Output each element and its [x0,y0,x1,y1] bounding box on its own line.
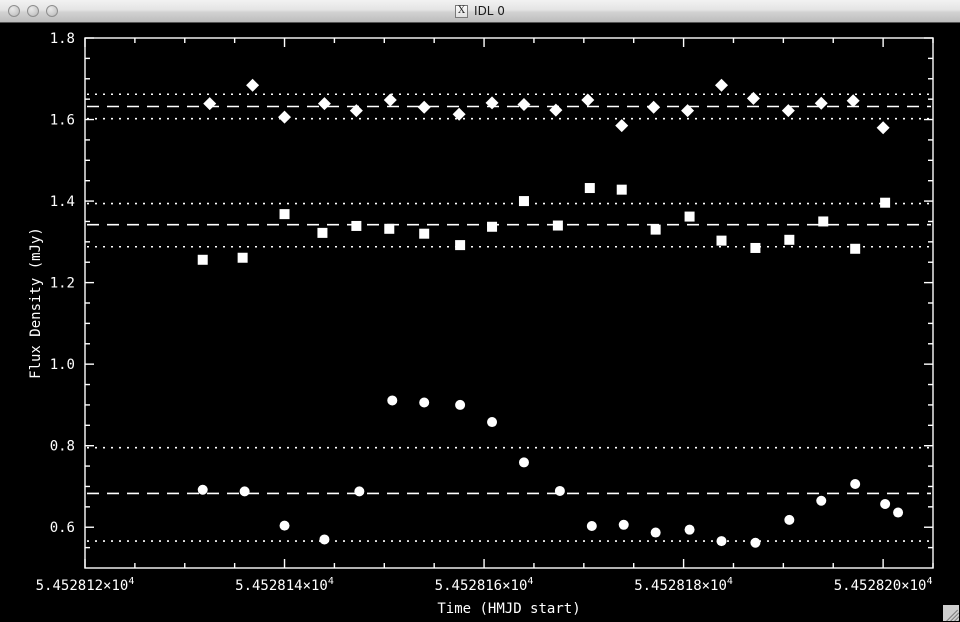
data-point-band-low [816,495,827,506]
window-title: IDL 0 [474,4,505,18]
data-point-band-mid [237,252,248,263]
window-titlebar[interactable]: X IDL 0 [0,0,960,23]
data-point-band-mid [279,209,290,220]
x-tick-label: 5.452818×104 [634,576,733,594]
data-point-band-low [893,507,904,518]
data-point-band-low [279,520,290,531]
data-point-band-low [880,498,891,509]
data-point-band-mid [317,227,328,238]
data-point-band-high [814,96,828,110]
data-point-band-mid [552,220,563,231]
data-point-band-mid [750,242,761,253]
data-point-band-high [846,94,860,108]
data-point-band-high [452,107,466,121]
data-point-band-high [317,97,331,111]
plot-canvas[interactable]: 1.8 1.6 1.4 1.2 1.0 0.8 0.6 5.452812×104 5.45281… [0,23,960,622]
data-point-band-low [239,486,250,497]
x-axis-title: Time (HMJD start) [437,601,580,617]
data-point-band-mid [584,183,595,194]
data-point-band-low [319,534,330,545]
data-point-band-low [419,397,430,408]
y-tick-label: 1.8 [50,31,75,47]
data-point-band-high [615,119,629,133]
data-point-band-high [647,100,661,114]
close-button[interactable] [8,5,20,17]
data-point-band-high [517,97,531,111]
data-point-band-mid [384,223,395,234]
y-axis-title: Flux Density (mJy) [28,227,44,379]
data-point-band-low [650,527,661,538]
data-point-band-mid [351,220,362,231]
plot-frame [84,37,934,569]
data-point-band-high [876,121,890,135]
data-point-band-low [354,486,365,497]
window-controls [8,5,58,17]
data-point-band-low [518,457,529,468]
y-tick-label: 0.6 [50,520,75,536]
x-tick-label: 5.452816×104 [435,576,534,594]
data-point-band-low [197,484,208,495]
data-point-band-mid [616,184,627,195]
data-point-band-low [554,485,565,496]
data-point-band-high [781,104,795,118]
data-point-band-high [278,110,292,124]
resize-grip[interactable] [943,605,959,621]
data-point-band-high [681,104,695,118]
data-point-band-low [455,399,466,410]
data-point-band-high [246,78,260,92]
data-point-band-mid [818,216,829,227]
scatter-plot: 1.8 1.6 1.4 1.2 1.0 0.8 0.6 5.452812×104 5.45281… [28,31,934,617]
data-point-band-mid [518,196,529,207]
data-point-band-mid [487,221,498,232]
data-point-band-high [349,104,363,118]
data-point-band-mid [880,197,891,208]
y-tick-label: 1.2 [50,276,75,292]
y-tick-label: 1.0 [50,357,75,373]
data-point-band-mid [684,211,695,222]
data-point-band-low [716,536,727,547]
data-point-band-high [203,97,217,111]
data-point-band-low [684,524,695,535]
data-point-band-mid [197,254,208,265]
data-point-band-low [850,479,861,490]
window-title-group: X IDL 0 [0,4,960,18]
data-point-band-low [750,537,761,548]
y-tick-label: 1.6 [50,113,75,129]
zoom-button[interactable] [46,5,58,17]
data-point-band-mid [419,228,430,239]
data-point-band-high [549,103,563,117]
data-point-band-mid [784,234,795,245]
data-point-band-low [784,514,795,525]
data-point-band-high [746,91,760,105]
data-point-band-mid [716,235,727,246]
data-point-band-high [383,93,397,107]
data-point-band-high [714,78,728,92]
data-point-band-mid [650,224,661,235]
data-point-band-low [387,395,398,406]
x-tick-label: 5.452814×104 [235,576,334,594]
y-tick-label: 1.4 [50,194,75,210]
y-tick-label: 0.8 [50,439,75,455]
minimize-button[interactable] [27,5,39,17]
data-point-band-high [581,93,595,107]
data-point-band-mid [455,240,466,251]
x11-icon: X [455,4,469,18]
data-point-band-mid [850,243,861,254]
data-point-band-high [417,100,431,114]
data-point-band-low [487,417,498,428]
data-point-band-low [586,521,597,532]
x-tick-label: 5.452812×104 [36,576,135,594]
data-point-band-low [618,519,629,530]
data-point-band-high [485,96,499,110]
x-tick-label: 5.452820×104 [834,576,933,594]
